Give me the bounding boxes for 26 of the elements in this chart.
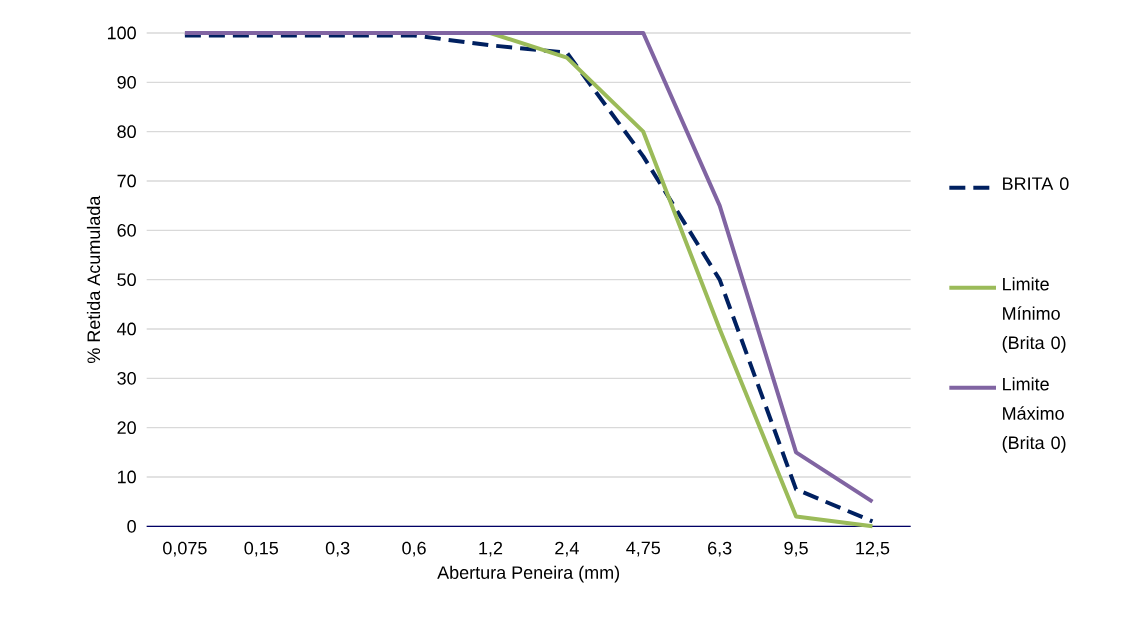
x-tick-label: 0,6 bbox=[402, 541, 426, 557]
legend-label: Limite Mínimo (Brita 0) bbox=[1002, 277, 1066, 353]
x-tick-label: 9,5 bbox=[784, 541, 808, 557]
y-tick-label: 90 bbox=[117, 75, 136, 89]
legend-label: Limite Máximo (Brita 0) bbox=[1002, 377, 1066, 453]
x-tick-label: 6,3 bbox=[708, 541, 732, 557]
legend-label: BRITA 0 bbox=[1003, 177, 1069, 190]
y-tick-label: 40 bbox=[117, 322, 136, 336]
x-tick-label: 2,4 bbox=[555, 541, 579, 557]
x-tick-label: 1,2 bbox=[479, 541, 503, 557]
x-tick-label: 4,75 bbox=[626, 541, 661, 557]
y-tick-label: 80 bbox=[117, 125, 136, 139]
y-tick-label: 30 bbox=[117, 371, 136, 385]
y-tick-label: 60 bbox=[117, 223, 136, 237]
y-tick-label: 10 bbox=[117, 470, 136, 484]
x-tick-label: 0,15 bbox=[244, 541, 279, 557]
y-axis-title: % Retida Acumulada bbox=[86, 195, 101, 364]
x-axis-title: Abertura Peneira (mm) bbox=[437, 565, 620, 583]
y-tick-label: 70 bbox=[117, 174, 136, 188]
y-tick-label: 50 bbox=[117, 273, 136, 287]
x-tick-label: 12,5 bbox=[856, 541, 890, 557]
y-tick-label: 100 bbox=[107, 26, 136, 40]
x-tick-label: 0,3 bbox=[325, 541, 350, 557]
y-tick-label: 0 bbox=[127, 519, 136, 533]
x-tick-label: 0,075 bbox=[163, 541, 207, 557]
y-tick-label: 20 bbox=[117, 421, 136, 435]
